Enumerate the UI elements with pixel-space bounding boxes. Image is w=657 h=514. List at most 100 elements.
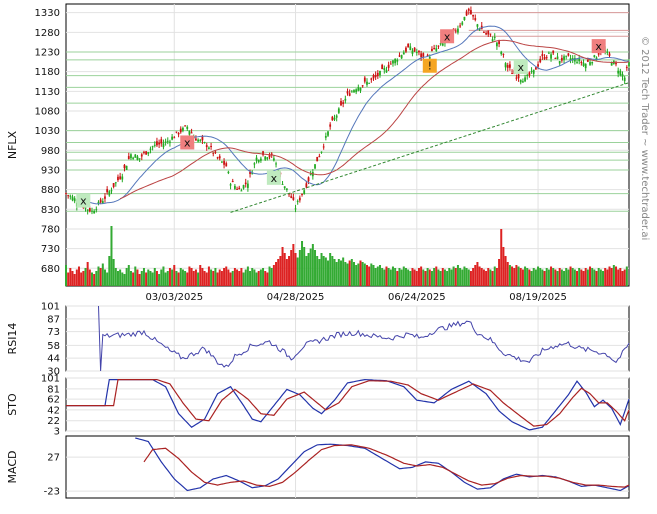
candle-body: [275, 163, 277, 165]
price-y-tick: 1080: [35, 106, 60, 117]
volume-bar: [294, 253, 297, 286]
volume-bar: [602, 271, 605, 286]
volume-bar: [489, 269, 492, 286]
candle-body: [199, 139, 202, 141]
volume-bar: [409, 271, 412, 286]
candle-body: [253, 163, 256, 165]
volume-bar: [606, 269, 609, 286]
candle-body: [156, 141, 158, 146]
volume-bar: [359, 260, 362, 286]
volume-bar: [212, 271, 215, 286]
volume-bar: [623, 269, 626, 286]
volume-bar: [344, 262, 347, 286]
volume-bar: [404, 268, 407, 286]
candle-body: [415, 51, 418, 53]
volume-bar: [411, 268, 414, 286]
candle-body: [528, 72, 531, 76]
volume-bar: [220, 271, 223, 286]
volume-bar: [290, 250, 293, 286]
candle-body: [104, 196, 106, 199]
macd-frame: [65, 435, 630, 499]
candle-body: [272, 158, 275, 161]
candle-body: [231, 181, 234, 183]
rsi-y-tick: 58: [47, 341, 60, 352]
volume-bar: [307, 253, 310, 286]
candle-body: [164, 141, 167, 143]
candle-body: [162, 143, 165, 148]
candle-body: [396, 59, 399, 62]
candle-body: [86, 209, 89, 211]
volume-bar: [214, 268, 217, 286]
volume-bar: [147, 269, 150, 286]
volume-bar: [233, 268, 236, 286]
volume-bar: [229, 272, 232, 286]
volume-bar: [415, 271, 418, 286]
volume-bar: [604, 268, 607, 286]
volume-bar: [528, 269, 531, 286]
volume-bar: [318, 259, 321, 286]
candle-body: [143, 151, 145, 154]
volume-bar: [153, 268, 156, 286]
volume-bar: [578, 268, 581, 286]
volume-bar: [552, 268, 555, 286]
rsi-y-tick: 87: [47, 314, 60, 325]
candle-body: [606, 51, 609, 53]
volume-bar: [205, 272, 208, 286]
ma-long-line: [119, 39, 630, 200]
candle-body: [433, 48, 436, 50]
volume-bar: [242, 272, 245, 286]
sto-y-tick: 101: [41, 374, 60, 385]
candle-body: [175, 131, 178, 133]
volume-bar: [337, 259, 340, 286]
candle-body: [363, 77, 366, 82]
price-y-tick: 980: [41, 146, 60, 157]
volume-bar: [277, 259, 280, 286]
volume-bar: [534, 269, 537, 286]
candle-body: [560, 57, 563, 61]
candle-body: [195, 138, 197, 141]
volume-bar: [296, 257, 299, 286]
volume-bar: [472, 268, 475, 286]
candle-body: [125, 165, 128, 170]
macd-y-label: MACD: [6, 451, 19, 484]
candle-body: [285, 188, 288, 190]
candle-body: [489, 33, 492, 35]
volume-bar: [368, 266, 371, 286]
candle-body: [203, 142, 206, 144]
volume-bar: [281, 247, 284, 286]
candle-body: [580, 62, 583, 64]
candle-body: [242, 185, 245, 189]
candle-body: [208, 147, 210, 149]
macd-signal-line: [143, 444, 630, 488]
candle-body: [617, 70, 620, 74]
volume-bar: [340, 260, 343, 286]
candle-body: [147, 152, 150, 154]
candle-body: [459, 25, 461, 27]
volume-bar: [171, 269, 174, 286]
price-panel: 680 730 780 830 880 930 980 1030 1080 1130 1180 123…: [6, 3, 630, 303]
volume-bar: [448, 268, 451, 286]
rsi-y-tick: 73: [47, 327, 60, 338]
candle-body: [268, 154, 271, 158]
candle-body: [379, 70, 381, 76]
volume-bar: [348, 260, 351, 286]
volume-bar: [625, 266, 628, 286]
volume-bar: [378, 265, 381, 286]
candle-body: [114, 182, 117, 184]
volume-bar: [357, 263, 360, 286]
volume-bar: [257, 271, 260, 286]
volume-bar: [593, 269, 596, 286]
sto-y-tick: 81: [47, 384, 60, 395]
volume-bar: [567, 269, 570, 286]
volume-bar: [279, 256, 282, 286]
volume-bar: [571, 268, 574, 286]
volume-bar: [394, 268, 397, 286]
candle-body: [385, 69, 388, 73]
volume-bar: [149, 271, 152, 286]
volume-bar: [288, 256, 291, 286]
candle-body: [394, 58, 397, 64]
candle-body: [110, 190, 113, 192]
volume-bar: [387, 268, 390, 286]
